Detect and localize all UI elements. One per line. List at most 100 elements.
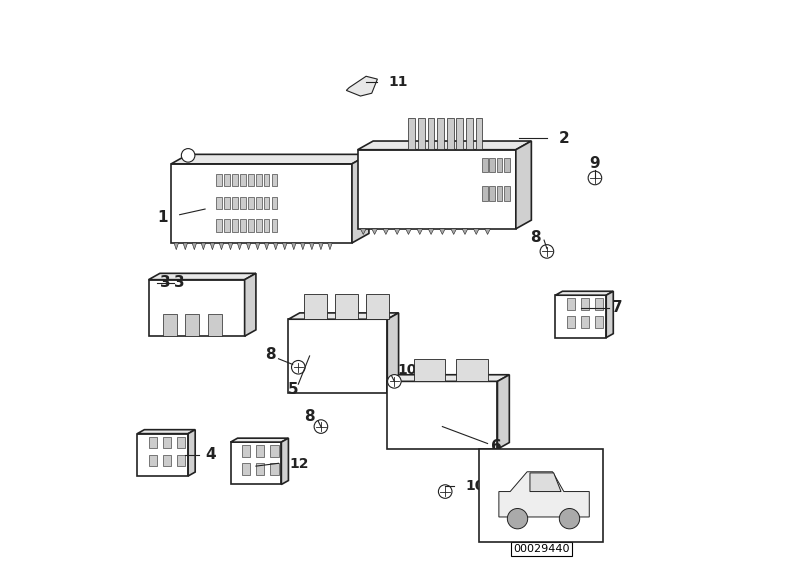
Polygon shape [439,229,445,234]
Polygon shape [474,229,479,234]
Text: 6: 6 [490,439,502,454]
Polygon shape [289,319,387,393]
Polygon shape [230,438,289,442]
Bar [256,445,265,457]
Text: 10: 10 [465,479,484,493]
Bar [272,219,278,232]
Polygon shape [516,141,531,229]
Text: 7: 7 [612,301,623,315]
Bar [264,219,270,232]
Polygon shape [417,229,422,234]
Text: 12: 12 [290,458,310,471]
Polygon shape [555,292,614,295]
Polygon shape [361,229,366,234]
Polygon shape [188,429,195,476]
Polygon shape [394,229,400,234]
Polygon shape [346,76,378,96]
Polygon shape [387,381,498,449]
Polygon shape [372,229,378,234]
Bar [595,316,603,328]
Polygon shape [171,164,352,243]
Polygon shape [138,434,188,476]
Polygon shape [192,243,197,250]
Polygon shape [606,292,614,337]
Polygon shape [149,280,245,336]
Bar [264,197,270,209]
Polygon shape [246,243,251,250]
Bar [162,455,171,466]
Bar [270,445,278,457]
Circle shape [438,485,452,498]
Polygon shape [255,243,260,250]
Polygon shape [289,313,398,319]
Polygon shape [171,154,369,164]
Bar [216,219,222,232]
Circle shape [291,360,305,374]
Text: 2: 2 [558,131,570,146]
Bar [256,197,262,209]
Polygon shape [291,243,296,250]
Bar [335,294,358,319]
Bar [490,158,495,172]
Bar [242,463,250,475]
Polygon shape [264,243,269,250]
Bar [428,118,434,149]
Bar [256,463,265,475]
Bar [272,174,278,186]
Bar [414,359,445,381]
Circle shape [540,245,554,258]
Polygon shape [310,243,314,250]
Polygon shape [387,313,398,393]
Polygon shape [210,243,214,250]
Bar [497,186,502,201]
Circle shape [314,420,328,433]
Bar [272,197,278,209]
Bar [216,174,222,186]
Bar [248,219,254,232]
Bar [162,314,177,336]
Bar [264,174,270,186]
Bar [466,118,473,149]
Polygon shape [499,472,590,517]
Polygon shape [352,154,369,243]
Bar [256,174,262,186]
Text: 3: 3 [174,275,185,290]
Bar [240,174,246,186]
Bar [447,118,454,149]
Text: 00029440: 00029440 [513,544,570,554]
Text: 8: 8 [304,410,315,424]
Bar [504,158,510,172]
Bar [232,197,238,209]
Polygon shape [230,442,282,485]
Bar [304,294,326,319]
Bar [177,455,186,466]
Bar [476,118,482,149]
Polygon shape [555,295,606,337]
Bar [479,449,603,542]
Polygon shape [406,229,411,234]
Bar [504,186,510,201]
Bar [482,186,487,201]
Bar [482,158,487,172]
Polygon shape [245,273,256,336]
Bar [232,219,238,232]
Polygon shape [228,243,233,250]
Bar [240,219,246,232]
Polygon shape [451,229,457,234]
Bar [177,437,186,448]
Bar [566,316,575,328]
Text: 10: 10 [397,363,417,377]
Polygon shape [318,243,323,250]
Circle shape [507,508,528,529]
Bar [256,219,262,232]
Bar [149,455,157,466]
Polygon shape [183,243,187,250]
Bar [224,174,230,186]
Bar [162,437,171,448]
Polygon shape [219,243,224,250]
Text: 4: 4 [205,447,216,462]
Bar [270,463,278,475]
Bar [149,437,157,448]
Polygon shape [282,438,289,485]
Polygon shape [201,243,206,250]
